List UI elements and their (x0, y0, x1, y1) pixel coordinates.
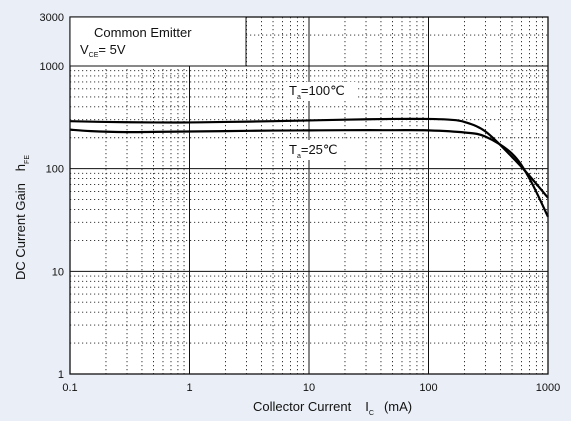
x-tick-label: 0.1 (62, 382, 77, 394)
legend-line-1: Common Emitter (94, 25, 192, 40)
plot-frame (69, 16, 549, 375)
legend-box-frame (69, 16, 247, 67)
series-label-100-symbol: T (289, 83, 297, 98)
x-axis-title-symbol: I (365, 399, 369, 414)
series-label-100-subscript: a (297, 94, 301, 101)
y-tick-label: 1 (58, 369, 64, 381)
series-label-100-text: Ta=100℃ (289, 83, 345, 101)
y-tick-label: 10 (52, 266, 64, 278)
y-axis-title-subscript: FE (24, 155, 31, 164)
legend-v-symbol: V (80, 42, 89, 57)
y-axis-title-main: DC Current Gain (13, 183, 28, 280)
x-axis-title-main: Collector Current (253, 399, 352, 414)
x-tick-label: 100 (419, 382, 437, 394)
y-axis-title: DC Current Gain hFE (13, 155, 31, 280)
x-axis-title-unit: (mA) (384, 399, 412, 414)
series-label-25-symbol: T (289, 142, 297, 157)
series-label-25-bg (286, 140, 346, 160)
series-label-25: Ta=25℃ (286, 140, 346, 160)
y-tick-label: 100 (46, 164, 64, 176)
series-label-25-value: =25℃ (301, 142, 338, 157)
y-tick-label: 3000 (40, 12, 64, 24)
legend-v-value: = 5V (98, 42, 125, 57)
x-tick-label: 10 (303, 382, 315, 394)
y-axis-title-symbol: h (13, 164, 28, 171)
series-label-100: Ta=100℃ (286, 82, 356, 101)
series-label-100-bg (286, 82, 356, 101)
legend-v-subscript: CE (89, 52, 99, 59)
x-axis-title: Collector Current IC (mA) (253, 399, 412, 417)
legend-line-2: VCE= 5V (80, 42, 126, 59)
series-line-1 (69, 128, 549, 218)
series-label-100-value: =100℃ (301, 83, 345, 98)
x-tick-label: 1000 (536, 382, 560, 394)
x-tick-label: 1 (186, 382, 192, 394)
legend-box: Common Emitter VCE= 5V (69, 16, 247, 67)
y-tick-label: 1000 (40, 61, 64, 73)
x-axis-title-subscript: C (369, 410, 374, 417)
series-label-25-subscript: a (297, 153, 301, 160)
series-lines (69, 117, 549, 218)
series-label-25-text: Ta=25℃ (289, 142, 338, 160)
